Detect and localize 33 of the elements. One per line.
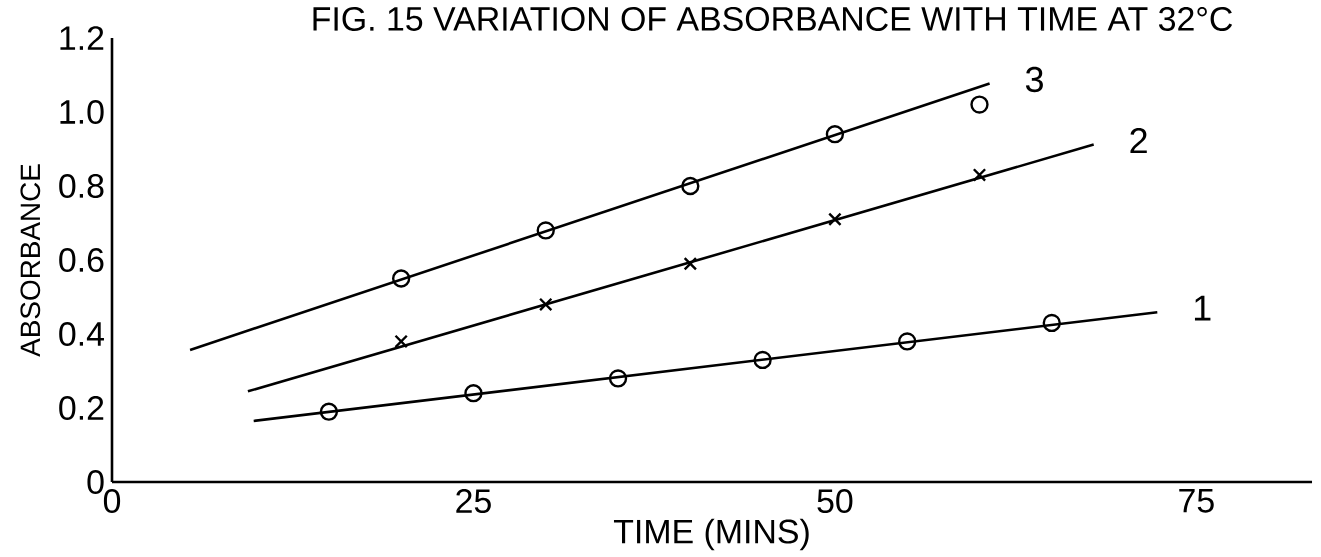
- point: [391, 269, 411, 288]
- x-axis-title: TIME (MINS): [613, 518, 809, 551]
- y-tick-label: 1.2: [60, 26, 104, 50]
- point: [828, 212, 842, 227]
- point: [394, 334, 408, 349]
- x-tick-label: 75: [1179, 489, 1214, 513]
- y-axis-title: ABSORBANCE: [20, 164, 41, 357]
- y-tick-label: 0: [87, 470, 104, 494]
- series-label: 2: [1130, 128, 1147, 154]
- x-tick-label: 50: [817, 489, 853, 514]
- point: [753, 350, 772, 370]
- point: [1042, 313, 1061, 333]
- x-tick-label: 0: [103, 489, 121, 514]
- point: [538, 297, 553, 312]
- point: [970, 95, 989, 114]
- point: [683, 256, 698, 271]
- series-label: 3: [1025, 66, 1043, 93]
- x-tick-label: 25: [456, 489, 491, 514]
- point: [319, 402, 339, 421]
- point: [972, 168, 987, 182]
- point: [464, 384, 483, 403]
- point: [681, 176, 700, 196]
- y-tick-label: 0.4: [59, 322, 104, 346]
- y-tick-label: 0.8: [59, 174, 104, 198]
- y-tick-label: 0.6: [59, 248, 104, 272]
- point: [898, 332, 917, 351]
- series-label: 1: [1194, 295, 1211, 321]
- point: [825, 125, 845, 144]
- point: [608, 369, 628, 388]
- y-tick-label: 0.2: [59, 396, 104, 420]
- point: [536, 221, 555, 240]
- chart-title: FIG. 15 VARIATION OF ABSORBANCE WITH TIME AT 32°C: [313, 6, 1233, 31]
- y-tick-label: 1.0: [60, 100, 104, 124]
